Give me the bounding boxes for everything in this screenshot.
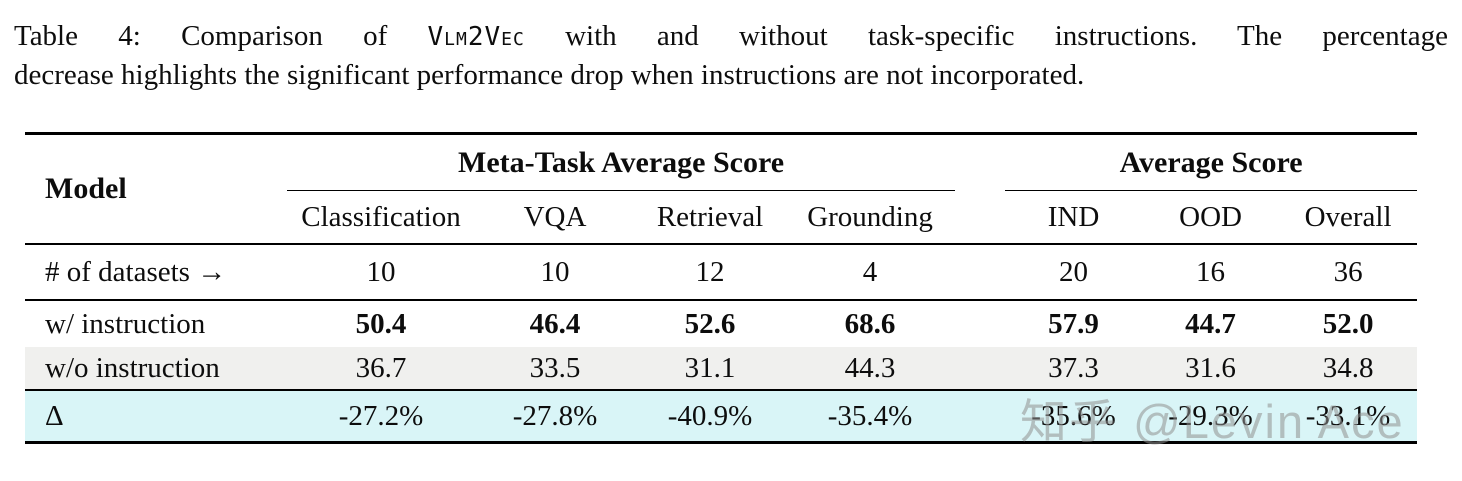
table-cell: 4 (785, 244, 956, 301)
column-gap (955, 134, 1005, 191)
column-gap (955, 390, 1005, 443)
table-cell: 46.4 (529, 307, 581, 340)
column-header-retrieval: Retrieval (635, 190, 785, 245)
table-cell: -33.1% (1305, 399, 1391, 432)
table-cell: 44.3 (785, 347, 956, 391)
row-label: w/o instruction (25, 347, 287, 391)
table-cell: -27.8% (512, 399, 598, 432)
table-cell: -40.9% (667, 399, 753, 432)
table-cell: 44.7 (1185, 307, 1236, 340)
caption-line-2: decrease highlights the significant perf… (14, 59, 1085, 91)
table-cell: 34.8 (1279, 347, 1418, 391)
row-label: Δ (45, 399, 64, 432)
table-cell: 10 (475, 244, 635, 301)
column-gap (955, 244, 1006, 301)
table-cell: -27.2% (338, 399, 424, 432)
table-cell: -29.3% (1168, 399, 1253, 432)
table-row-with-instruction: w/ instruction 50.4 46.4 52.6 68.6 57.9 … (25, 300, 1417, 347)
column-gap (955, 300, 1005, 347)
column-header-grounding: Grounding (785, 190, 956, 245)
table-cell: 12 (635, 244, 785, 301)
table-cell: -35.6% (1031, 399, 1116, 432)
table-cell: 10 (287, 244, 475, 301)
column-header-ind: IND (1005, 190, 1143, 245)
table-row-delta: Δ -27.2% -27.8% -40.9% -35.4% -35.6% -29… (25, 390, 1418, 443)
table-row-num-datasets: # of datasets → 10 10 12 4 20 16 36 (25, 244, 1418, 301)
column-header-overall: Overall (1279, 190, 1418, 245)
table-cell: 57.9 (1048, 307, 1099, 340)
caption-text-prefix: Table 4: Comparison of (14, 20, 428, 52)
table-cell: 68.6 (844, 307, 896, 340)
table-cell: 52.6 (684, 307, 736, 340)
caption-text-suffix: with and without task-specific instructi… (524, 20, 1448, 52)
table-cell: 37.3 (1005, 347, 1143, 391)
model-name: Vlm2Vec (427, 22, 525, 52)
table-cell: 50.4 (355, 307, 407, 340)
column-header-ood: OOD (1142, 190, 1280, 245)
table-caption: Table 4: Comparison of Vlm2Vec with and … (14, 17, 1448, 94)
group-header-average-score: Average Score (1005, 133, 1418, 191)
group-header-meta-task: Meta-Task Average Score (287, 133, 956, 191)
table-cell: 52.0 (1322, 307, 1374, 340)
column-gap (955, 347, 1006, 391)
column-header-vqa: VQA (475, 190, 635, 245)
table-cell: -35.4% (827, 399, 913, 432)
column-header-model: Model (25, 133, 287, 245)
table-row-without-instruction: w/o instruction 36.7 33.5 31.1 44.3 37.3… (25, 347, 1418, 391)
table-cell: 31.1 (635, 347, 785, 391)
table-cell: 36.7 (287, 347, 475, 391)
table-cell: 36 (1279, 244, 1418, 301)
column-header-classification: Classification (287, 190, 475, 245)
results-table: Model Meta-Task Average Score Average Sc… (25, 132, 1418, 444)
row-label: w/ instruction (45, 307, 206, 340)
column-gap (955, 190, 1006, 245)
caption-line-1: Table 4: Comparison of Vlm2Vec with and … (14, 17, 1448, 56)
header-group-row: Model Meta-Task Average Score Average Sc… (25, 133, 1418, 245)
table-cell: 16 (1142, 244, 1280, 301)
row-label: # of datasets → (25, 244, 287, 301)
table-cell: 33.5 (475, 347, 635, 391)
table-cell: 31.6 (1142, 347, 1280, 391)
table-cell: 20 (1005, 244, 1143, 301)
header-columns-row: Classification VQA Retrieval Grounding I… (25, 190, 1418, 245)
